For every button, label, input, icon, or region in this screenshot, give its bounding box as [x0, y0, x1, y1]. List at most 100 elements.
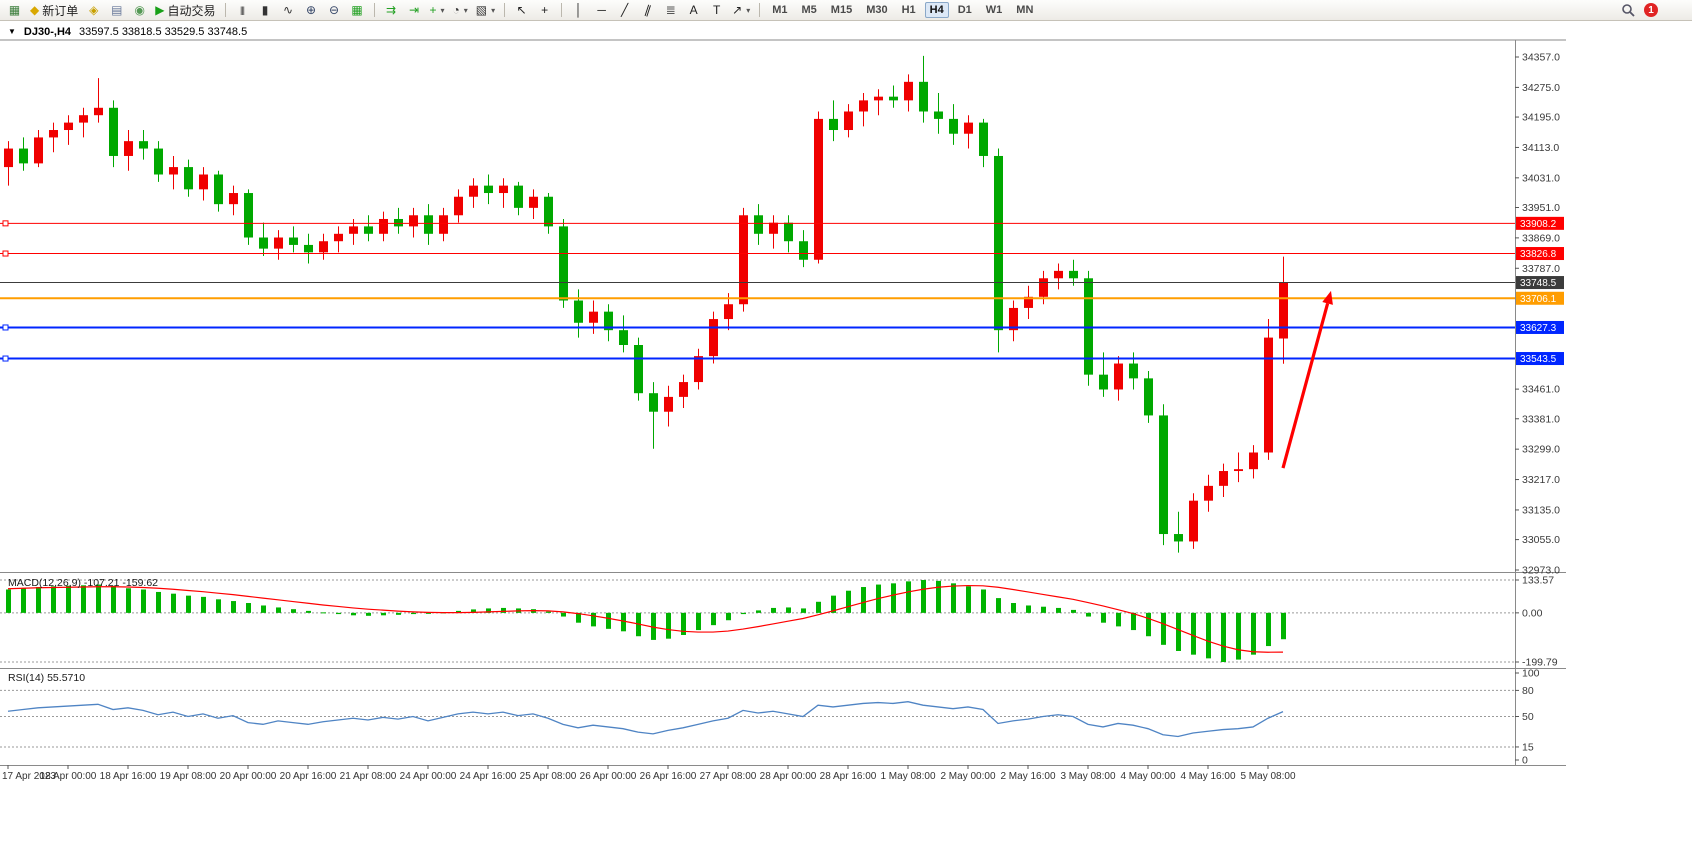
rsi-label: RSI(14) 55.5710	[8, 672, 86, 684]
candle	[199, 167, 208, 201]
dropdown-caret-icon[interactable]: ▾	[440, 5, 445, 15]
text-icon[interactable]: A	[683, 1, 704, 19]
candlestick-icon[interactable]: ▮	[255, 1, 276, 19]
templates-icon[interactable]: ▧ ▾	[473, 1, 498, 19]
chart-menu-icon[interactable]: ▼	[8, 27, 16, 36]
macd-bar	[561, 612, 566, 617]
tile-windows-icon[interactable]: ▦	[347, 1, 368, 19]
svg-text:33461.0: 33461.0	[1522, 384, 1560, 396]
svg-text:15: 15	[1522, 741, 1534, 753]
svg-text:34275.0: 34275.0	[1522, 82, 1560, 94]
line-handle[interactable]	[2, 324, 9, 331]
candle	[559, 218, 568, 308]
line-handle[interactable]	[2, 355, 9, 362]
hline-icon[interactable]: ─	[591, 1, 612, 19]
cursor-icon[interactable]: ↖	[511, 1, 532, 19]
autotrading-icon: ▶	[155, 3, 165, 17]
timeframe-m30[interactable]: M30	[866, 4, 888, 16]
candle	[679, 374, 688, 409]
notification-badge[interactable]: 1	[1644, 3, 1658, 17]
svg-text:33706.1: 33706.1	[1520, 294, 1557, 305]
channel-icon[interactable]: ∥	[637, 1, 658, 19]
macd-bar	[921, 580, 926, 613]
candlestick-chart: 34357.0 34275.0 34195.0 34113.0 34031.0 33951…	[0, 39, 1566, 782]
macd-signal-line	[7, 584, 1284, 653]
macd-bar	[591, 612, 596, 627]
macd-bar	[426, 612, 431, 614]
macd-bar	[1116, 612, 1121, 627]
line-handle[interactable]	[2, 220, 9, 227]
candle	[214, 170, 223, 212]
support-line-33627[interactable]: 33627.3	[0, 320, 1564, 334]
new-order-button[interactable]: ◆ 新订单	[27, 1, 81, 19]
macd-panel: 133.57 0.00 -199.79	[0, 575, 1558, 669]
resistance-line-33826[interactable]: 33826.8	[0, 247, 1564, 261]
arrows-icon[interactable]: ↗ ▾	[729, 1, 753, 19]
candle	[154, 141, 163, 182]
vline-icon[interactable]: │	[568, 1, 589, 19]
macd-bar	[291, 609, 296, 613]
candle	[124, 130, 133, 171]
label-icon[interactable]: T	[706, 1, 727, 19]
autotrading-button[interactable]: ▶ 自动交易	[152, 1, 218, 19]
timeframe-w1[interactable]: W1	[985, 4, 1003, 16]
resistance-line-33908[interactable]: 33908.2	[0, 216, 1564, 230]
zoom-out-icon[interactable]: ⊖	[324, 1, 345, 19]
fibo-icon[interactable]: ≣	[660, 1, 681, 19]
dropdown-caret-icon[interactable]: ▾	[491, 5, 496, 15]
zoom-in-icon[interactable]: ⊕	[301, 1, 322, 19]
timeframe-h4[interactable]: H4	[924, 2, 949, 18]
macd-bar	[681, 612, 686, 635]
new-chart-icon[interactable]: ▦	[4, 1, 25, 19]
macd-bar	[546, 611, 551, 613]
timeframe-m1[interactable]: M1	[772, 4, 788, 16]
crosshair-icon[interactable]: +	[534, 1, 555, 19]
candle	[754, 204, 763, 245]
candle	[769, 215, 778, 249]
auto-scroll-icon[interactable]: ⇉	[381, 1, 402, 19]
svg-text:5 May 08:00: 5 May 08:00	[1240, 771, 1295, 782]
chart-shift-icon[interactable]: ⇥	[404, 1, 425, 19]
macd-bar	[396, 612, 401, 615]
editor-icon: ◈	[89, 3, 99, 17]
timeframe-m15[interactable]: M15	[830, 4, 853, 16]
timeframe-d1[interactable]: D1	[957, 4, 972, 16]
svg-text:33055.0: 33055.0	[1522, 534, 1560, 546]
macd-bar	[126, 588, 131, 613]
line-chart-icon[interactable]: ∿	[278, 1, 299, 19]
candle	[1114, 356, 1123, 401]
timeframe-m5[interactable]: M5	[801, 4, 817, 16]
level-line-33706[interactable]: 33706.1	[0, 291, 1564, 305]
trend-arrow-annotation[interactable]	[1281, 290, 1333, 469]
support-line-33543[interactable]: 33543.5	[0, 352, 1564, 366]
svg-text:100: 100	[1522, 668, 1540, 680]
line-handle[interactable]	[2, 250, 9, 257]
dropdown-caret-icon[interactable]: ▾	[463, 5, 468, 15]
bar-chart-icon[interactable]: |||	[232, 1, 253, 19]
dropdown-caret-icon[interactable]: ▾	[746, 5, 751, 15]
candles-layer	[4, 55, 1288, 553]
search-icon[interactable]	[1617, 1, 1638, 19]
bid-price-line[interactable]: 33748.5	[0, 276, 1564, 290]
new-order-button-label: 新订单	[42, 3, 79, 18]
preview-icon[interactable]: ◉	[129, 1, 150, 19]
macd-bar	[846, 590, 851, 613]
macd-bar	[1011, 603, 1016, 613]
macd-bar	[816, 601, 821, 613]
svg-text:34031.0: 34031.0	[1522, 172, 1560, 184]
timeframe-mn[interactable]: MN	[1016, 4, 1034, 16]
macd-bar	[1236, 612, 1241, 660]
indicators-icon[interactable]: + ▾	[427, 1, 448, 19]
candle	[529, 189, 538, 219]
timeframe-h1[interactable]: H1	[901, 4, 916, 16]
macd-bar	[231, 601, 236, 613]
editor-icon[interactable]: ◈	[83, 1, 104, 19]
macd-bar	[501, 607, 506, 613]
svg-text:34357.0: 34357.0	[1522, 52, 1560, 64]
trendline-icon[interactable]: ╱	[614, 1, 635, 19]
periods-icon[interactable]: ◔ ▾	[450, 1, 471, 19]
macd-bar	[576, 612, 581, 623]
print-icon[interactable]: ▤	[106, 1, 127, 19]
macd-bar	[186, 595, 191, 613]
candle	[799, 230, 808, 268]
